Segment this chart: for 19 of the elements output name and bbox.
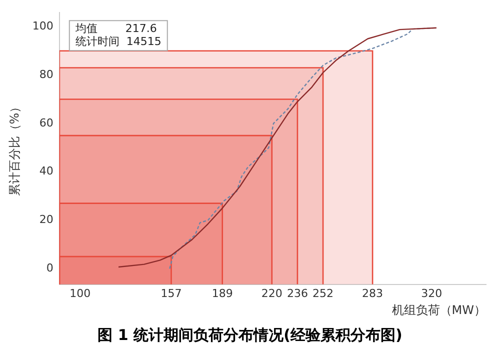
x-axis-title: 机组负荷（MW）	[392, 302, 486, 317]
y-tick-label: 0	[46, 262, 54, 275]
x-tick-label: 320	[421, 286, 442, 300]
x-tick-label: 157	[160, 286, 182, 300]
y-tick-label: 100	[32, 19, 54, 32]
y-axis-title: 累计百分比（%）	[7, 100, 22, 196]
text: 图 1 统计期间负荷分布情况(经验累积分布图)	[96, 326, 404, 345]
y-tick-label: 40	[39, 164, 54, 178]
y-tick-label: 20	[39, 213, 54, 226]
y-tick-label: 60	[39, 116, 54, 130]
x-tick-label: 189	[212, 286, 233, 300]
annotation: 统计时间 14515	[75, 34, 162, 48]
x-tick-label: 236	[286, 286, 308, 300]
y-tick-label: 80	[39, 68, 54, 81]
x-tick-label: 252	[312, 286, 334, 300]
annotation: 均值 217.6	[74, 22, 157, 35]
x-tick-label: 220	[261, 286, 282, 300]
x-tick-label: 283	[362, 286, 384, 300]
x-tick-label: 100	[70, 286, 91, 300]
